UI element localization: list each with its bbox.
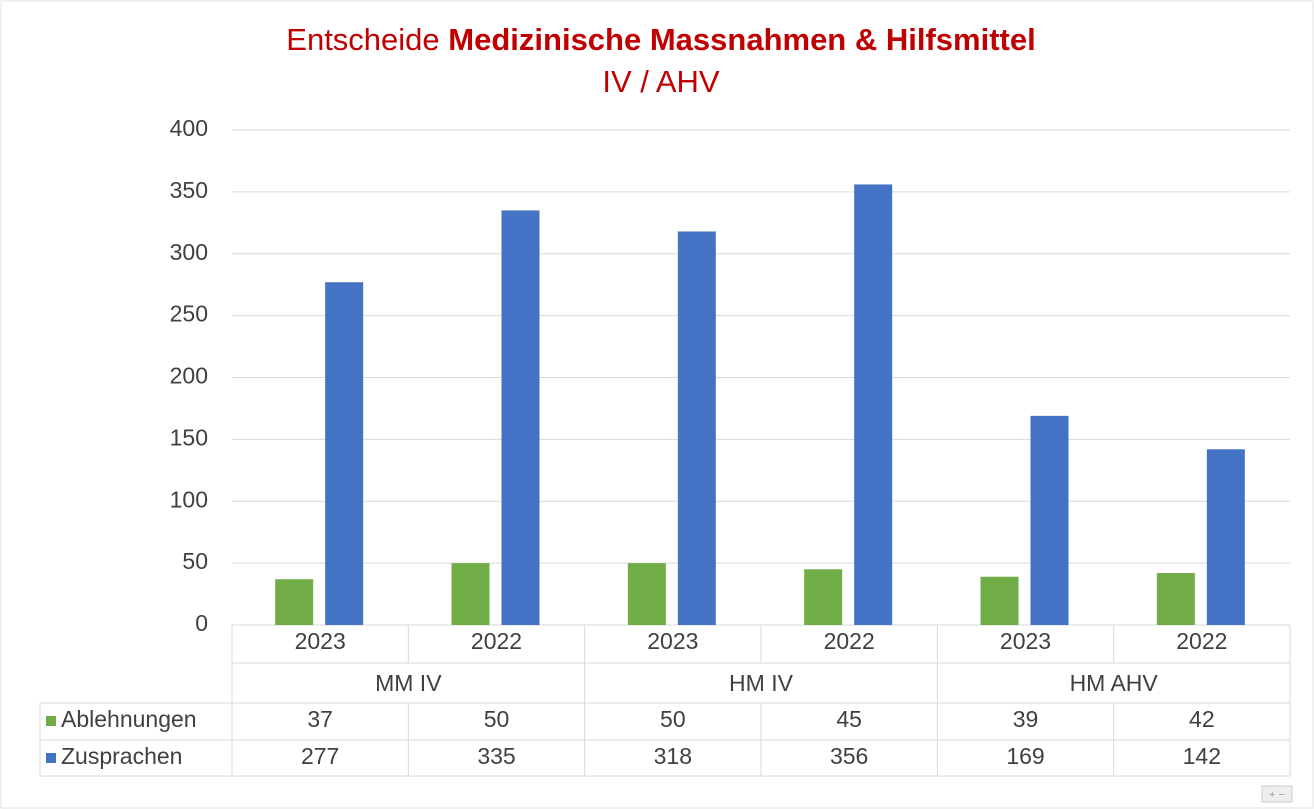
y-tick-label: 400 (170, 115, 208, 141)
table-value: 169 (1006, 743, 1044, 769)
y-tick-label: 100 (170, 486, 208, 512)
legend-label: Ablehnungen (61, 706, 197, 732)
x-tick-label: 2022 (824, 628, 875, 654)
bar (1156, 573, 1195, 625)
table-value: 45 (836, 706, 862, 732)
bar (677, 231, 716, 625)
x-tick-label: 2022 (1176, 628, 1227, 654)
group-label: MM IV (375, 670, 442, 696)
legend-label: Zusprachen (61, 743, 182, 769)
bar (501, 210, 540, 625)
bar (854, 184, 893, 625)
title-part: Medizinische Massnahmen & Hilfsmittel (448, 22, 1035, 57)
chart-subtitle: IV / AHV (602, 64, 719, 99)
y-tick-label: 250 (170, 301, 208, 327)
group-label: HM AHV (1070, 670, 1159, 696)
y-tick-label: 300 (170, 239, 208, 265)
title-part: Entscheide (286, 22, 439, 57)
svg-text:+ −: + − (1269, 789, 1285, 801)
table-value: 37 (307, 706, 333, 732)
bar (804, 569, 843, 625)
table-value: 50 (484, 706, 510, 732)
table-value: 335 (477, 743, 515, 769)
zoom-control[interactable]: + − (1261, 785, 1293, 803)
group-label: HM IV (729, 670, 794, 696)
bar (980, 576, 1019, 625)
chart-title: Entscheide Medizinische Massnahmen & Hil… (286, 22, 1035, 57)
y-tick-label: 0 (195, 610, 208, 636)
bar (325, 282, 364, 625)
table-value: 142 (1183, 743, 1221, 769)
y-tick-label: 350 (170, 177, 208, 203)
table-value: 356 (830, 743, 868, 769)
legend-swatch (46, 753, 56, 763)
bar (275, 579, 314, 625)
table-value: 39 (1013, 706, 1039, 732)
table-value: 42 (1189, 706, 1215, 732)
table-value: 277 (301, 743, 339, 769)
bar (1206, 449, 1245, 625)
y-tick-label: 150 (170, 424, 208, 450)
table-value: 50 (660, 706, 686, 732)
bar (627, 563, 666, 625)
x-tick-label: 2023 (647, 628, 698, 654)
table-value: 318 (654, 743, 692, 769)
y-tick-label: 200 (170, 363, 208, 389)
x-tick-label: 2022 (471, 628, 522, 654)
x-tick-label: 2023 (295, 628, 346, 654)
bar (451, 563, 490, 625)
x-tick-label: 2023 (1000, 628, 1051, 654)
legend-swatch (46, 716, 56, 726)
bar (1030, 415, 1069, 625)
y-tick-label: 50 (182, 548, 208, 574)
